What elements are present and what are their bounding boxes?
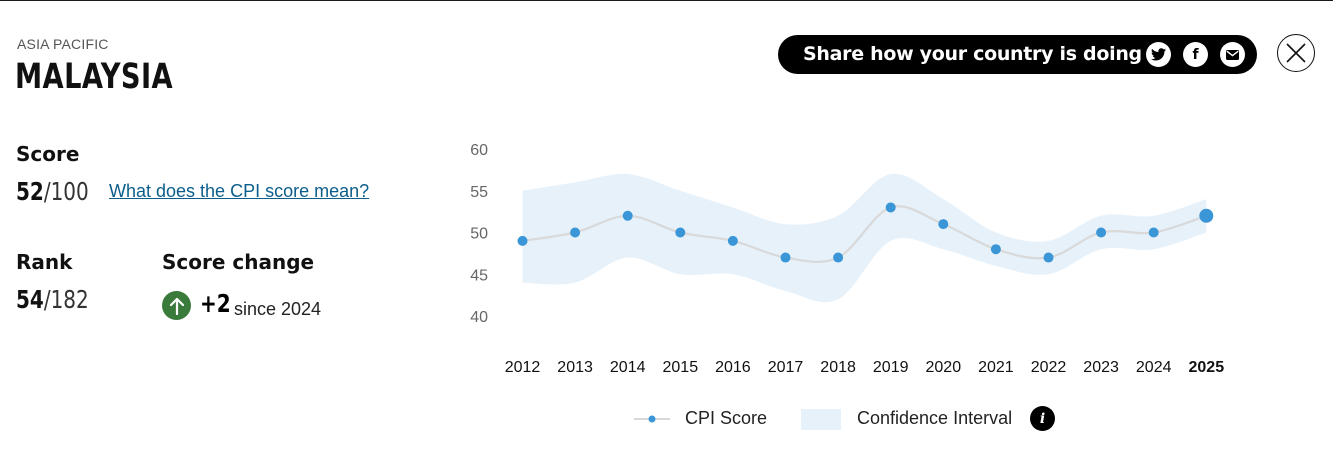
- rank-value: 54/182: [16, 285, 89, 314]
- facebook-share-button[interactable]: f: [1183, 42, 1208, 67]
- x-tick-label: 2015: [663, 359, 699, 376]
- y-tick-label: 60: [470, 142, 488, 159]
- cpi-score-point[interactable]: [570, 227, 581, 238]
- legend-cpi-swatch: [634, 415, 670, 423]
- info-button[interactable]: i: [1030, 406, 1055, 431]
- email-share-button[interactable]: [1220, 42, 1245, 67]
- y-tick-label: 45: [470, 267, 488, 284]
- cpi-line-chart: 40 45 50 55 60 2012 2013 2014 2015 2016 2017 2018 20…: [470, 142, 1225, 376]
- x-tick-label: 2020: [926, 359, 962, 376]
- cpi-score-point[interactable]: [1199, 208, 1214, 223]
- cpi-score-point[interactable]: [885, 202, 896, 213]
- score-change-value: +2: [200, 289, 231, 318]
- x-tick-label: 2024: [1136, 359, 1172, 376]
- cpi-score-point[interactable]: [675, 227, 686, 238]
- score-label: Score: [16, 142, 80, 166]
- cpi-score-line: [522, 205, 1207, 264]
- country-title: MALAYSIA: [15, 57, 174, 97]
- cpi-score-point[interactable]: [938, 219, 949, 230]
- cpi-score-point[interactable]: [780, 252, 791, 263]
- x-tick-label: 2021: [978, 359, 1014, 376]
- cpi-score-info-link[interactable]: What does the CPI score mean?: [109, 181, 370, 201]
- y-tick-label: 50: [470, 226, 488, 243]
- share-text: Share how your country is doing: [803, 43, 1142, 65]
- score-change-since: since 2024: [234, 299, 322, 319]
- x-tick-label: 2025: [1189, 359, 1225, 376]
- cpi-score-point[interactable]: [1148, 227, 1159, 238]
- twitter-share-button[interactable]: [1146, 42, 1171, 67]
- cpi-score-point[interactable]: [990, 244, 1001, 255]
- x-tick-label: 2014: [610, 359, 646, 376]
- email-icon: [1226, 49, 1239, 60]
- y-tick-label: 55: [470, 184, 488, 201]
- arrow-up-icon: [169, 297, 184, 315]
- legend-ci-swatch: [801, 409, 841, 430]
- cpi-score-point[interactable]: [517, 235, 528, 246]
- share-bar: Share how your country is doing f: [778, 35, 1257, 74]
- score-change-arrow: [162, 291, 191, 320]
- score-change-label: Score change: [162, 250, 315, 274]
- region-label: ASIA PACIFIC: [17, 36, 109, 52]
- x-tick-label: 2012: [505, 359, 541, 376]
- close-button[interactable]: [1277, 34, 1315, 72]
- x-tick-label: 2017: [768, 359, 804, 376]
- x-tick-label: 2023: [1083, 359, 1119, 376]
- twitter-icon: [1151, 48, 1166, 61]
- x-tick-label: 2016: [715, 359, 751, 376]
- x-tick-label: 2019: [873, 359, 909, 376]
- facebook-icon: f: [1192, 46, 1199, 63]
- cpi-score-point[interactable]: [1096, 227, 1107, 238]
- rank-label: Rank: [16, 250, 73, 274]
- info-icon: i: [1039, 410, 1046, 427]
- legend-ci-label: Confidence Interval: [857, 408, 1013, 428]
- score-value: 52/100: [16, 177, 89, 206]
- cpi-score-point[interactable]: [1043, 252, 1054, 263]
- y-tick-label: 40: [470, 309, 488, 326]
- confidence-interval-band: [522, 173, 1207, 303]
- cpi-score-point[interactable]: [622, 210, 633, 221]
- cpi-score-point[interactable]: [727, 235, 738, 246]
- x-tick-label: 2013: [557, 359, 593, 376]
- legend-cpi-label: CPI Score: [685, 408, 768, 428]
- x-tick-label: 2018: [820, 359, 856, 376]
- x-tick-label: 2022: [1031, 359, 1067, 376]
- cpi-score-point[interactable]: [833, 252, 844, 263]
- close-icon: [1286, 43, 1306, 63]
